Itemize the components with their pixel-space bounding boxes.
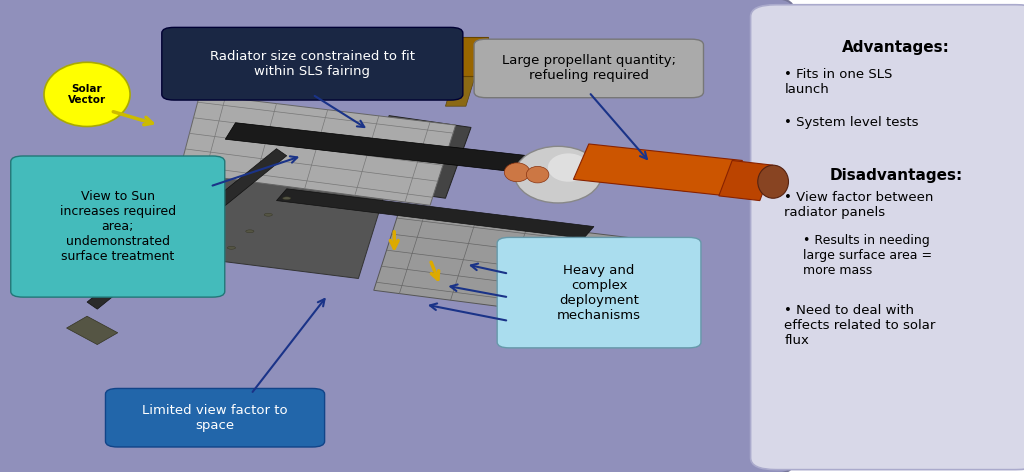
Ellipse shape bbox=[209, 263, 217, 266]
Text: Limited view factor to
space: Limited view factor to space bbox=[142, 404, 288, 432]
Ellipse shape bbox=[515, 146, 602, 203]
Ellipse shape bbox=[504, 163, 530, 182]
FancyBboxPatch shape bbox=[449, 37, 488, 76]
Text: View to Sun
increases required
area;
undemonstrated
surface treatment: View to Sun increases required area; und… bbox=[59, 190, 176, 263]
Polygon shape bbox=[719, 160, 773, 201]
Ellipse shape bbox=[548, 153, 589, 182]
Polygon shape bbox=[374, 210, 655, 323]
Ellipse shape bbox=[44, 62, 130, 126]
Text: Heavy and
complex
deployment
mechanisms: Heavy and complex deployment mechanisms bbox=[557, 264, 641, 321]
Polygon shape bbox=[573, 144, 742, 196]
Text: Advantages:: Advantages: bbox=[842, 40, 950, 55]
Text: • System level tests: • System level tests bbox=[784, 116, 919, 129]
Text: Radiator size constrained to fit
within SLS fairing: Radiator size constrained to fit within … bbox=[210, 50, 415, 78]
FancyBboxPatch shape bbox=[105, 388, 325, 447]
FancyBboxPatch shape bbox=[162, 27, 463, 100]
Ellipse shape bbox=[526, 167, 549, 183]
Polygon shape bbox=[87, 149, 287, 309]
Polygon shape bbox=[276, 189, 594, 238]
Polygon shape bbox=[445, 54, 481, 106]
Polygon shape bbox=[179, 94, 456, 205]
Text: Solar
Vector: Solar Vector bbox=[68, 84, 106, 105]
Text: • Fits in one SLS
launch: • Fits in one SLS launch bbox=[784, 68, 893, 96]
Polygon shape bbox=[225, 123, 696, 191]
Text: • Need to deal with
effects related to solar
flux: • Need to deal with effects related to s… bbox=[784, 304, 936, 347]
FancyBboxPatch shape bbox=[474, 39, 703, 98]
Ellipse shape bbox=[227, 246, 236, 249]
FancyBboxPatch shape bbox=[497, 237, 700, 348]
Polygon shape bbox=[189, 175, 384, 278]
Text: • Results in needing
large surface area =
more mass: • Results in needing large surface area … bbox=[803, 234, 932, 277]
Text: Disadvantages:: Disadvantages: bbox=[829, 168, 963, 183]
Ellipse shape bbox=[246, 230, 254, 233]
Text: • View factor between
radiator panels: • View factor between radiator panels bbox=[784, 191, 934, 219]
Ellipse shape bbox=[264, 213, 272, 216]
Polygon shape bbox=[364, 116, 471, 198]
Text: Large propellant quantity;
refueling required: Large propellant quantity; refueling req… bbox=[502, 54, 676, 83]
Ellipse shape bbox=[758, 165, 788, 198]
FancyBboxPatch shape bbox=[751, 5, 1024, 470]
Polygon shape bbox=[67, 316, 118, 345]
FancyBboxPatch shape bbox=[0, 0, 794, 472]
Ellipse shape bbox=[283, 197, 291, 200]
FancyBboxPatch shape bbox=[11, 156, 225, 297]
